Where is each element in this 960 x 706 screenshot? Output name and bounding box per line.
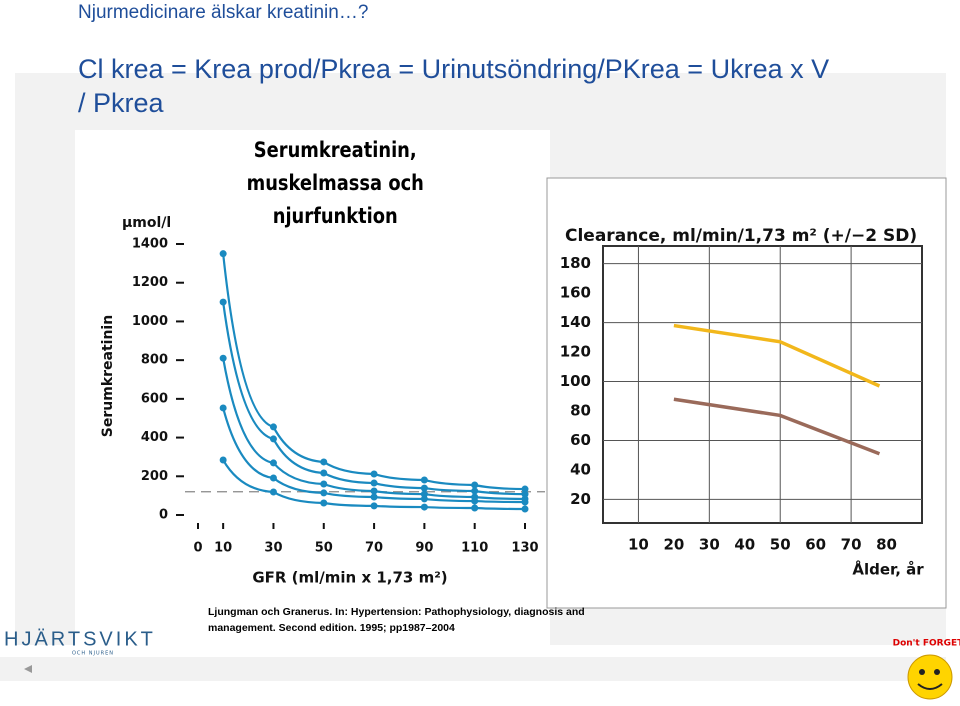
x-tick-label: 20	[663, 536, 684, 554]
point	[320, 469, 328, 477]
y-tick-label: 400	[141, 430, 168, 445]
x-tick-label: 30	[264, 541, 282, 556]
point	[320, 489, 328, 497]
x-tick-label: 50	[770, 536, 791, 554]
point	[269, 488, 277, 496]
y-unit: µmol/l	[122, 215, 171, 231]
x-tick-label: 70	[841, 536, 862, 554]
y-tick-label: 180	[560, 254, 591, 272]
point	[420, 476, 428, 484]
point	[269, 474, 277, 482]
point	[269, 435, 277, 443]
x-tick-label: 0	[193, 541, 202, 556]
badge-text: Don't FORGET!	[893, 639, 960, 649]
point	[471, 504, 479, 512]
x-tick-label: 90	[415, 541, 433, 556]
y-axis-label: Serumkreatinin	[100, 315, 116, 437]
formula: Cl krea = Krea prod/Pkrea = Urinutsöndri…	[78, 54, 830, 118]
badge-icon	[907, 654, 953, 700]
logo-sub: OCH NJUREN	[72, 651, 114, 657]
point	[521, 485, 529, 493]
badge-mouth	[917, 683, 943, 690]
point	[420, 484, 428, 492]
x-axis-label: Ålder, år	[852, 560, 924, 579]
point	[320, 480, 328, 488]
x-axis-label: GFR (ml/min x 1,73 m²)	[252, 569, 447, 587]
point	[420, 495, 428, 503]
point	[370, 502, 378, 510]
point	[370, 470, 378, 478]
chart-title: Clearance, ml/min/1,73 m² (+/−2 SD)	[565, 226, 917, 246]
point	[521, 505, 529, 513]
x-tick-label: 10	[628, 536, 649, 554]
footer-bar	[0, 657, 946, 681]
point	[269, 459, 277, 467]
point	[471, 487, 479, 495]
badge-eye	[919, 669, 925, 675]
y-tick-label: 100	[560, 372, 591, 390]
point	[370, 487, 378, 495]
point	[219, 404, 227, 412]
chart-frame	[546, 177, 947, 609]
y-tick-label: 1400	[132, 237, 168, 252]
y-tick-label: 0	[159, 508, 168, 523]
x-tick-label: 60	[805, 536, 826, 554]
y-tick-label: 800	[141, 353, 168, 368]
x-tick-label: 80	[876, 536, 897, 554]
source: Ljungman och Granerus. In: Hypertension:…	[208, 606, 585, 634]
x-tick-label: 50	[315, 541, 333, 556]
point	[320, 499, 328, 507]
y-tick-label: 80	[570, 402, 591, 420]
x-tick-label: 30	[699, 536, 720, 554]
point	[219, 298, 227, 306]
y-tick-label: 60	[570, 431, 591, 449]
x-tick-label: 110	[461, 541, 488, 556]
point	[471, 497, 479, 505]
x-tick-label: 40	[734, 536, 755, 554]
point	[219, 250, 227, 258]
point	[521, 498, 529, 506]
series-line	[222, 301, 526, 496]
point	[420, 503, 428, 511]
y-tick-label: 600	[141, 391, 168, 406]
y-tick-label: 1200	[132, 275, 168, 290]
series-line	[222, 253, 526, 491]
y-tick-label: 200	[141, 469, 168, 484]
logo-name: HJÄRTSVIKT	[4, 628, 156, 650]
point	[219, 456, 227, 464]
nav-arrow[interactable]	[24, 665, 32, 673]
chart-title: Serumkreatinin, muskelmassa och njurfunk…	[246, 138, 424, 228]
point	[471, 481, 479, 489]
y-tick-label: 20	[570, 490, 591, 508]
y-tick-label: 120	[560, 343, 591, 361]
point	[521, 490, 529, 498]
slide-title: Njurmedicinare älskar kreatinin…?	[78, 2, 369, 23]
point	[269, 423, 277, 431]
y-tick-label: 140	[560, 313, 591, 331]
figure-bg	[75, 130, 550, 645]
point	[370, 479, 378, 487]
badge-eye	[934, 669, 940, 675]
plot-frame	[602, 245, 923, 524]
point	[219, 354, 227, 362]
y-tick-label: 1000	[132, 314, 168, 329]
y-tick-label: 160	[560, 284, 591, 302]
x-tick-label: 130	[511, 541, 538, 556]
x-tick-label: 70	[365, 541, 383, 556]
x-tick-label: 10	[214, 541, 232, 556]
point	[420, 490, 428, 498]
point	[320, 458, 328, 466]
y-tick-label: 40	[570, 460, 591, 478]
point	[370, 493, 378, 501]
series-line	[673, 323, 881, 388]
series-line	[673, 397, 881, 456]
